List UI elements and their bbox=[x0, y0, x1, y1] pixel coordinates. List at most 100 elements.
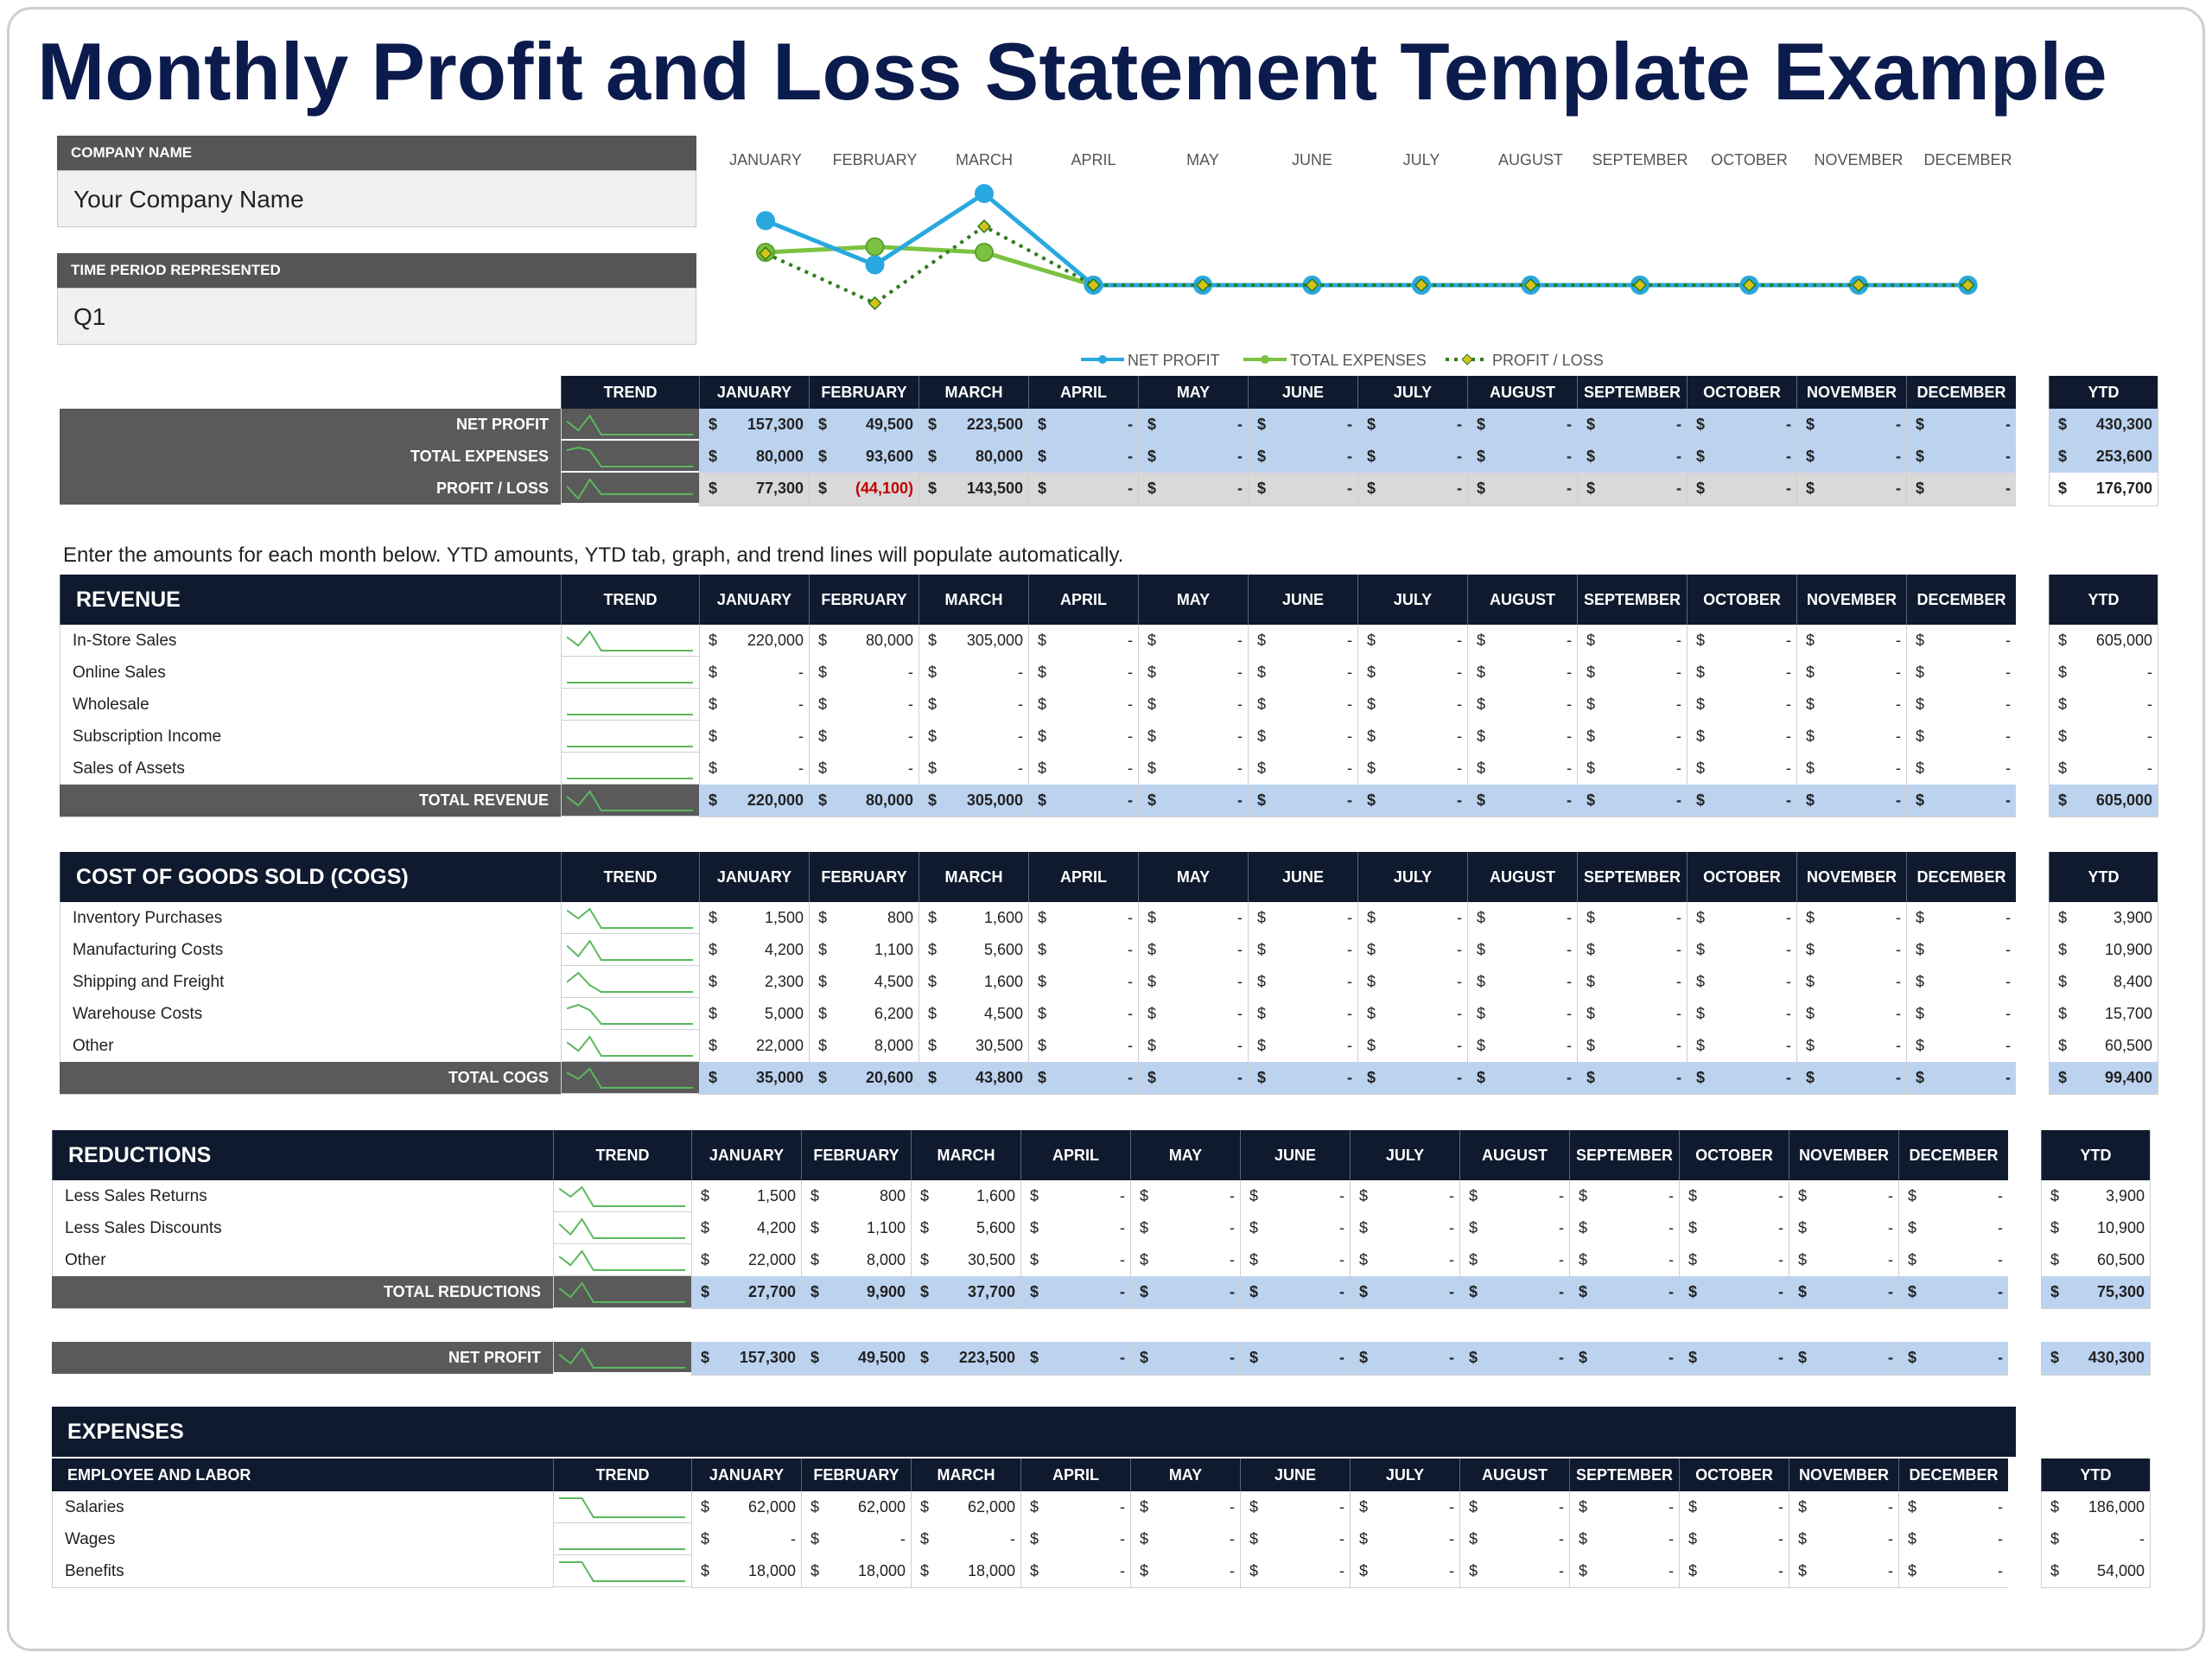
cogs-inventory-purchases-february[interactable]: $800 bbox=[809, 902, 918, 935]
reductions-less-sales-returns-november[interactable]: $ - bbox=[1789, 1180, 1898, 1213]
reductions-other-december[interactable]: $ - bbox=[1898, 1244, 2008, 1277]
revenue-sales-of-assets-march[interactable]: $ - bbox=[918, 753, 1028, 785]
summary-profit-loss-july[interactable]: $ - bbox=[1357, 473, 1467, 506]
revenue-wholesale-october[interactable]: $ - bbox=[1687, 689, 1796, 721]
cogs-other-february[interactable]: $8,000 bbox=[809, 1030, 918, 1063]
revenue-in-store-sales-march[interactable]: $305,000 bbox=[918, 625, 1028, 658]
expenses-benefits-march[interactable]: $18,000 bbox=[911, 1555, 1020, 1588]
net-profit-july[interactable]: $ - bbox=[1350, 1342, 1459, 1376]
cogs-other-june[interactable]: $ - bbox=[1248, 1030, 1357, 1063]
cogs-shipping-and-freight-february[interactable]: $4,500 bbox=[809, 966, 918, 999]
cogs-manufacturing-costs-march[interactable]: $5,600 bbox=[918, 934, 1028, 967]
summary-total-expenses-june[interactable]: $ - bbox=[1248, 441, 1357, 474]
summary-net-profit-march[interactable]: $223,500 bbox=[918, 409, 1028, 442]
revenue-subscription-income-october[interactable]: $ - bbox=[1687, 721, 1796, 753]
expenses-benefits-june[interactable]: $ - bbox=[1240, 1555, 1350, 1588]
cogs-other-january[interactable]: $22,000 bbox=[699, 1030, 809, 1063]
revenue-wholesale-march[interactable]: $ - bbox=[918, 689, 1028, 721]
expenses-salaries-january[interactable]: $62,000 bbox=[691, 1491, 801, 1524]
expenses-benefits-december[interactable]: $ - bbox=[1898, 1555, 2008, 1588]
expenses-benefits-january[interactable]: $18,000 bbox=[691, 1555, 801, 1588]
expenses-wages-may[interactable]: $ - bbox=[1130, 1523, 1240, 1556]
revenue-total-october[interactable]: $ - bbox=[1687, 785, 1796, 817]
revenue-sales-of-assets-april[interactable]: $ - bbox=[1028, 753, 1138, 785]
revenue-subscription-income-february[interactable]: $ - bbox=[809, 721, 918, 753]
cogs-shipping-and-freight-march[interactable]: $1,600 bbox=[918, 966, 1028, 999]
net-profit-november[interactable]: $ - bbox=[1789, 1342, 1898, 1376]
revenue-online-sales-october[interactable]: $ - bbox=[1687, 657, 1796, 690]
summary-net-profit-december[interactable]: $ - bbox=[1906, 409, 2016, 442]
revenue-wholesale-january[interactable]: $ - bbox=[699, 689, 809, 721]
summary-total-expenses-march[interactable]: $80,000 bbox=[918, 441, 1028, 474]
reductions-less-sales-discounts-april[interactable]: $ - bbox=[1020, 1212, 1130, 1245]
cogs-warehouse-costs-ytd[interactable]: $15,700 bbox=[2049, 998, 2158, 1031]
cogs-total-march[interactable]: $43,800 bbox=[918, 1062, 1028, 1095]
company-name-field[interactable]: Your Company Name bbox=[57, 170, 696, 227]
summary-net-profit-november[interactable]: $ - bbox=[1796, 409, 1906, 442]
revenue-online-sales-january[interactable]: $ - bbox=[699, 657, 809, 690]
revenue-total-july[interactable]: $ - bbox=[1357, 785, 1467, 817]
reductions-less-sales-returns-may[interactable]: $ - bbox=[1130, 1180, 1240, 1213]
revenue-sales-of-assets-september[interactable]: $ - bbox=[1577, 753, 1687, 785]
revenue-subscription-income-september[interactable]: $ - bbox=[1577, 721, 1687, 753]
summary-net-profit-september[interactable]: $ - bbox=[1577, 409, 1687, 442]
revenue-online-sales-march[interactable]: $ - bbox=[918, 657, 1028, 690]
revenue-total-december[interactable]: $ - bbox=[1906, 785, 2016, 817]
revenue-in-store-sales-april[interactable]: $ - bbox=[1028, 625, 1138, 658]
summary-profit-loss-november[interactable]: $ - bbox=[1796, 473, 1906, 506]
revenue-total-february[interactable]: $80,000 bbox=[809, 785, 918, 817]
revenue-wholesale-may[interactable]: $ - bbox=[1138, 689, 1248, 721]
expenses-wages-march[interactable]: $ - bbox=[911, 1523, 1020, 1556]
revenue-subscription-income-august[interactable]: $ - bbox=[1467, 721, 1577, 753]
summary-total-expenses-january[interactable]: $80,000 bbox=[699, 441, 809, 474]
cogs-manufacturing-costs-ytd[interactable]: $10,900 bbox=[2049, 934, 2158, 967]
revenue-in-store-sales-september[interactable]: $ - bbox=[1577, 625, 1687, 658]
summary-net-profit-october[interactable]: $ - bbox=[1687, 409, 1796, 442]
summary-total-expenses-september[interactable]: $ - bbox=[1577, 441, 1687, 474]
revenue-subscription-income-ytd[interactable]: $ - bbox=[2049, 721, 2158, 753]
expenses-wages-september[interactable]: $ - bbox=[1569, 1523, 1679, 1556]
cogs-other-november[interactable]: $ - bbox=[1796, 1030, 1906, 1063]
reductions-less-sales-discounts-july[interactable]: $ - bbox=[1350, 1212, 1459, 1245]
cogs-warehouse-costs-september[interactable]: $ - bbox=[1577, 998, 1687, 1031]
net-profit-december[interactable]: $ - bbox=[1898, 1342, 2008, 1376]
revenue-online-sales-april[interactable]: $ - bbox=[1028, 657, 1138, 690]
reductions-less-sales-returns-september[interactable]: $ - bbox=[1569, 1180, 1679, 1213]
reductions-total-september[interactable]: $ - bbox=[1569, 1276, 1679, 1309]
expenses-benefits-april[interactable]: $ - bbox=[1020, 1555, 1130, 1588]
expenses-benefits-may[interactable]: $ - bbox=[1130, 1555, 1240, 1588]
revenue-in-store-sales-ytd[interactable]: $605,000 bbox=[2049, 625, 2158, 658]
revenue-total-november[interactable]: $ - bbox=[1796, 785, 1906, 817]
revenue-total-september[interactable]: $ - bbox=[1577, 785, 1687, 817]
reductions-less-sales-discounts-ytd[interactable]: $10,900 bbox=[2041, 1212, 2151, 1245]
net-profit-january[interactable]: $157,300 bbox=[691, 1342, 801, 1376]
cogs-manufacturing-costs-july[interactable]: $ - bbox=[1357, 934, 1467, 967]
reductions-less-sales-returns-october[interactable]: $ - bbox=[1679, 1180, 1789, 1213]
summary-profit-loss-june[interactable]: $ - bbox=[1248, 473, 1357, 506]
revenue-wholesale-february[interactable]: $ - bbox=[809, 689, 918, 721]
expenses-salaries-october[interactable]: $ - bbox=[1679, 1491, 1789, 1524]
revenue-subscription-income-april[interactable]: $ - bbox=[1028, 721, 1138, 753]
revenue-subscription-income-june[interactable]: $ - bbox=[1248, 721, 1357, 753]
expenses-wages-april[interactable]: $ - bbox=[1020, 1523, 1130, 1556]
cogs-manufacturing-costs-november[interactable]: $ - bbox=[1796, 934, 1906, 967]
revenue-wholesale-june[interactable]: $ - bbox=[1248, 689, 1357, 721]
summary-profit-loss-september[interactable]: $ - bbox=[1577, 473, 1687, 506]
reductions-less-sales-returns-july[interactable]: $ - bbox=[1350, 1180, 1459, 1213]
summary-net-profit-ytd[interactable]: $430,300 bbox=[2049, 409, 2158, 442]
summary-profit-loss-march[interactable]: $143,500 bbox=[918, 473, 1028, 506]
revenue-wholesale-july[interactable]: $ - bbox=[1357, 689, 1467, 721]
revenue-sales-of-assets-january[interactable]: $ - bbox=[699, 753, 809, 785]
revenue-wholesale-april[interactable]: $ - bbox=[1028, 689, 1138, 721]
cogs-other-may[interactable]: $ - bbox=[1138, 1030, 1248, 1063]
revenue-in-store-sales-may[interactable]: $ - bbox=[1138, 625, 1248, 658]
expenses-salaries-may[interactable]: $ - bbox=[1130, 1491, 1240, 1524]
expenses-salaries-march[interactable]: $62,000 bbox=[911, 1491, 1020, 1524]
cogs-other-july[interactable]: $ - bbox=[1357, 1030, 1467, 1063]
cogs-other-august[interactable]: $ - bbox=[1467, 1030, 1577, 1063]
cogs-total-july[interactable]: $ - bbox=[1357, 1062, 1467, 1095]
reductions-other-october[interactable]: $ - bbox=[1679, 1244, 1789, 1277]
revenue-online-sales-december[interactable]: $ - bbox=[1906, 657, 2016, 690]
expenses-salaries-september[interactable]: $ - bbox=[1569, 1491, 1679, 1524]
revenue-wholesale-november[interactable]: $ - bbox=[1796, 689, 1906, 721]
